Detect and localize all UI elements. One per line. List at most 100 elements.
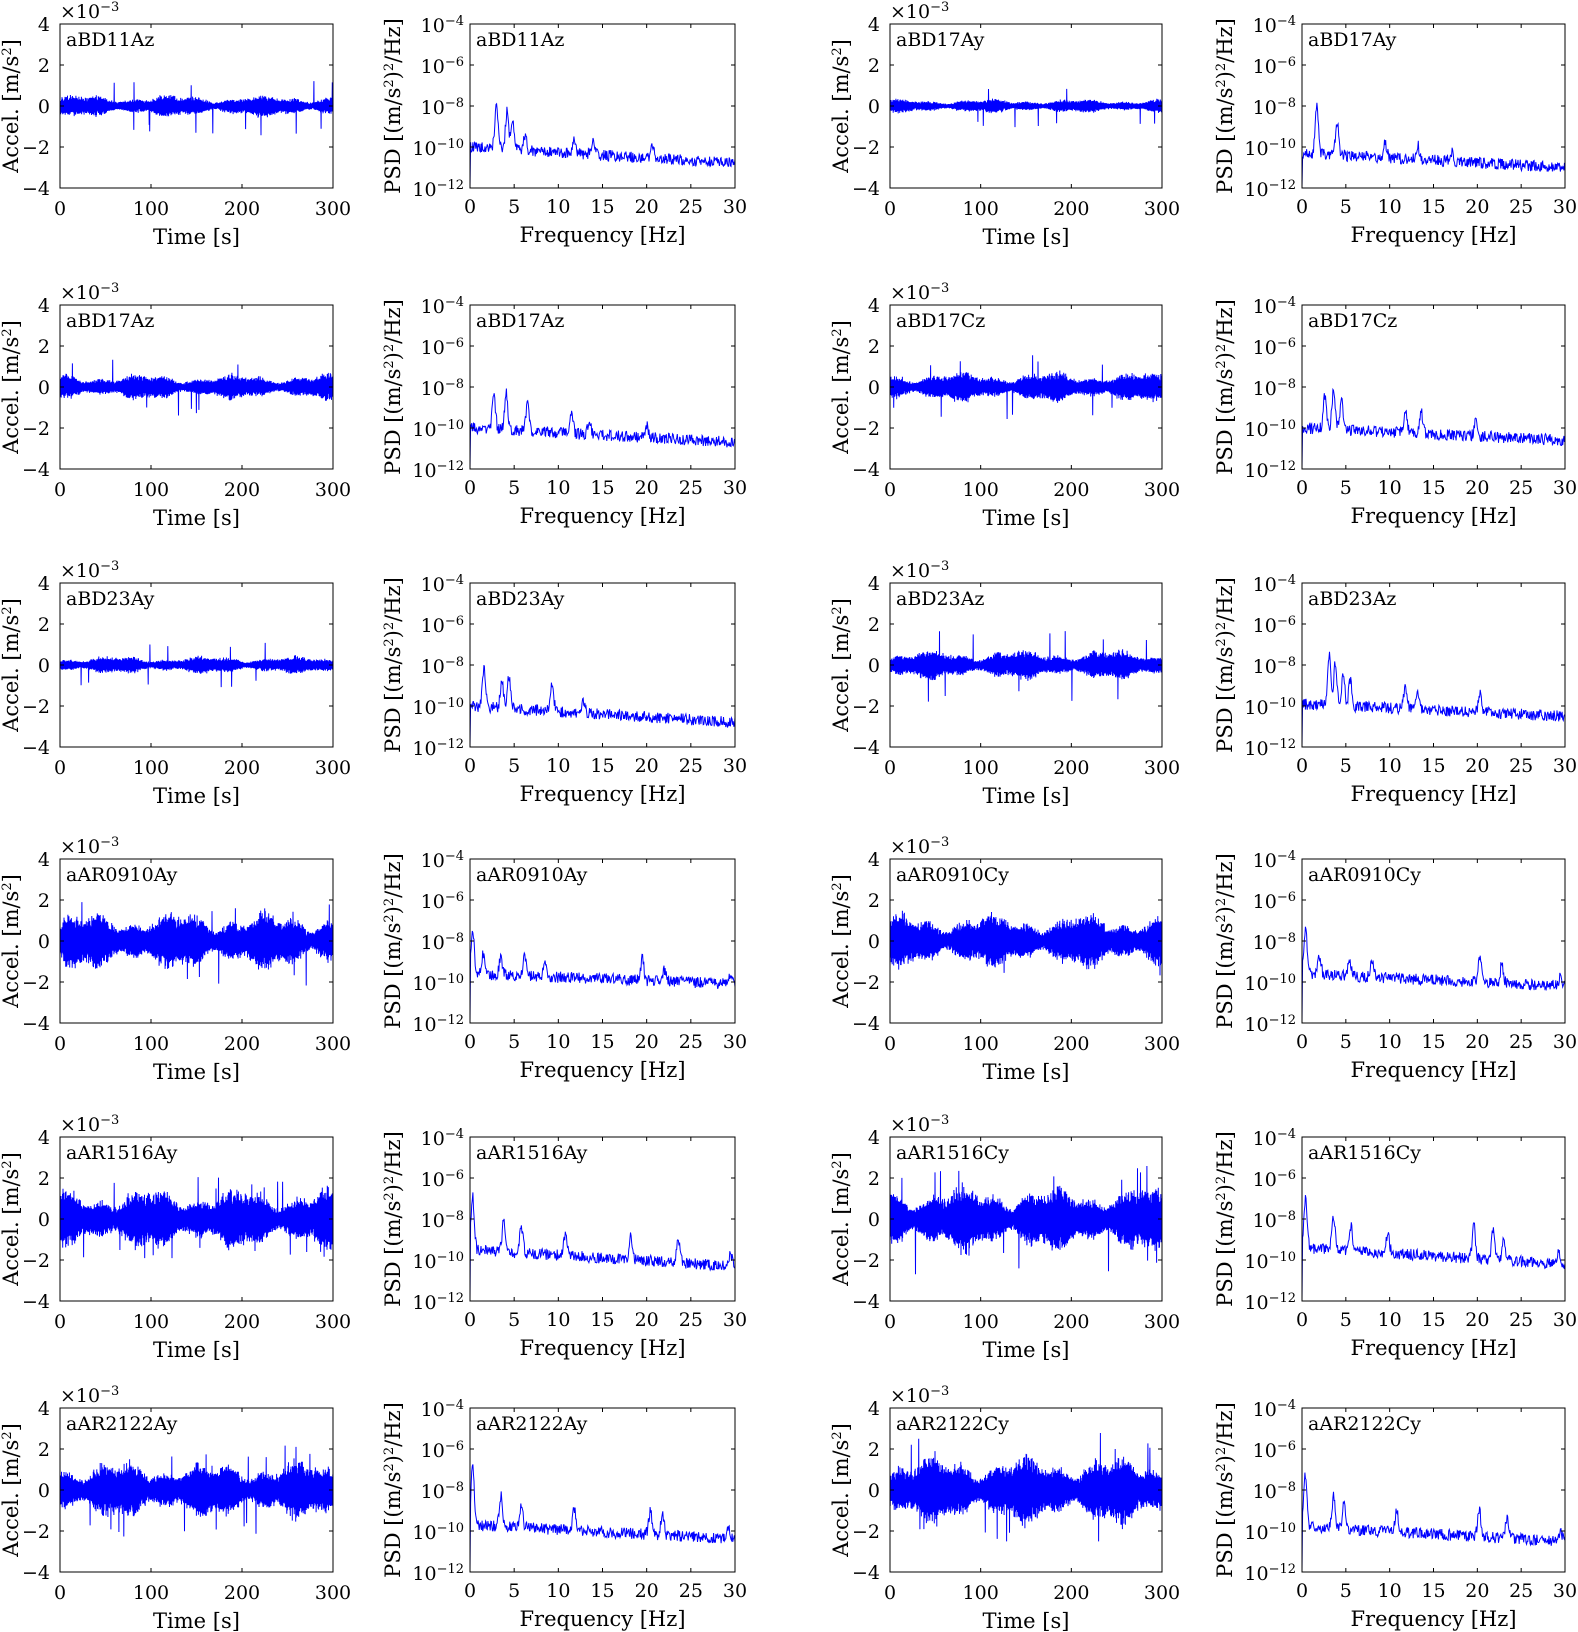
y-tick-label: 10−6 <box>1253 1168 1296 1192</box>
y-multiplier: ×10−3 <box>60 1113 119 1137</box>
y-tick-label: −2 <box>852 972 880 994</box>
series-line-aAR0910Ay <box>60 902 333 985</box>
x-axis-label: Time [s] <box>983 506 1070 530</box>
panel-title: aBD23Az <box>896 588 984 610</box>
x-tick-label: 30 <box>1553 1580 1577 1602</box>
x-tick-label: 30 <box>1553 1031 1577 1053</box>
panel-title: aBD17Cz <box>1308 310 1397 332</box>
x-tick-label: 30 <box>1553 755 1577 777</box>
y-axis-label: Accel. [m/s2] <box>829 874 853 1009</box>
y-multiplier: ×10−3 <box>60 559 119 583</box>
x-tick-label: 15 <box>590 196 614 218</box>
x-tick-label: 0 <box>54 479 66 501</box>
y-axis-label: PSD [(m/s2)2/Hz] <box>381 18 405 194</box>
y-tick-label: 10−12 <box>1244 1013 1296 1037</box>
y-tick-label: 10−12 <box>412 178 464 202</box>
x-tick-label: 300 <box>315 757 351 779</box>
y-tick-label: 10−6 <box>421 1168 464 1192</box>
psd-panel-aBD17Az: 0 5 10 15 20 25 30 10−4 10−6 10−8 10−10 10−12 aBD17A… <box>381 295 747 529</box>
y-tick-label: 10−12 <box>1244 459 1296 483</box>
psd-panel-aAR2122Ay: 0 5 10 15 20 25 30 10−4 10−6 10−8 10−10 10−12 aAR212… <box>381 1398 747 1632</box>
y-tick-label: 2 <box>38 1168 50 1190</box>
panel-title: aAR0910Ay <box>476 864 588 886</box>
x-tick-label: 5 <box>1340 1580 1352 1602</box>
x-tick-label: 200 <box>224 479 260 501</box>
panel-title: aBD11Az <box>66 29 154 51</box>
x-tick-label: 30 <box>723 477 747 499</box>
y-tick-label: −4 <box>22 737 50 759</box>
series-line-aAR1516Cy <box>1302 1195 1565 1300</box>
x-tick-label: 0 <box>464 196 476 218</box>
y-tick-label: −2 <box>852 1521 880 1543</box>
y-tick-label: 10−8 <box>1253 931 1296 955</box>
x-axis-label: Time [s] <box>153 1060 240 1084</box>
series-line-aBD17Cz <box>1302 389 1565 468</box>
x-axis-label: Frequency [Hz] <box>1350 1336 1516 1360</box>
x-axis-label: Time [s] <box>153 1338 240 1362</box>
x-axis-label: Frequency [Hz] <box>519 223 685 247</box>
y-tick-label: 10−8 <box>1253 655 1296 679</box>
x-axis-label: Frequency [Hz] <box>519 1058 685 1082</box>
panel-title: aBD11Az <box>476 29 564 51</box>
x-tick-label: 100 <box>133 757 169 779</box>
x-tick-label: 100 <box>133 479 169 501</box>
series-line-aBD23Ay <box>60 643 333 687</box>
x-tick-label: 0 <box>1296 1580 1308 1602</box>
y-multiplier: ×10−3 <box>890 0 949 23</box>
y-tick-label: 0 <box>38 931 50 953</box>
y-tick-label: 10−12 <box>1244 737 1296 761</box>
y-tick-label: −2 <box>852 696 880 718</box>
y-axis-label: Accel. [m/s2] <box>829 39 853 174</box>
x-tick-label: 200 <box>224 1582 260 1604</box>
x-axis-label: Time [s] <box>983 1609 1070 1632</box>
series-line-aBD17Ay <box>890 89 1162 127</box>
x-tick-label: 200 <box>1053 479 1089 501</box>
x-axis-label: Frequency [Hz] <box>519 1607 685 1631</box>
x-tick-label: 0 <box>1296 755 1308 777</box>
series-line-aAR2122Cy <box>1302 1473 1565 1571</box>
y-tick-label: 10−4 <box>1253 1127 1296 1151</box>
x-tick-label: 0 <box>884 1033 896 1055</box>
y-tick-label: 10−4 <box>1253 1398 1296 1422</box>
x-tick-label: 10 <box>1378 1031 1402 1053</box>
y-tick-label: −4 <box>852 1291 880 1313</box>
y-axis-label: Accel. [m/s2] <box>829 1152 853 1287</box>
y-axis-label: Accel. [m/s2] <box>829 320 853 455</box>
y-tick-label: 4 <box>868 849 880 871</box>
psd-panel-aBD23Az: 0 5 10 15 20 25 30 10−4 10−6 10−8 10−10 10−12 aBD23A… <box>1213 573 1577 807</box>
panel-title: aAR2122Ay <box>476 1413 588 1435</box>
y-multiplier: ×10−3 <box>60 281 119 305</box>
x-tick-label: 25 <box>679 1031 703 1053</box>
y-tick-label: −4 <box>22 459 50 481</box>
x-tick-label: 300 <box>315 1582 351 1604</box>
x-tick-label: 5 <box>508 755 520 777</box>
y-tick-label: 10−8 <box>1253 1480 1296 1504</box>
x-tick-label: 15 <box>1421 1580 1445 1602</box>
time-panel-aBD17Az: 0 100 200 300 4 2 0 −2 −4 ×10−3 aBD17Az Time [s] Acc… <box>0 281 351 531</box>
y-tick-label: 10−8 <box>1253 377 1296 401</box>
x-tick-label: 20 <box>1465 196 1489 218</box>
y-axis-label: PSD [(m/s2)2/Hz] <box>381 299 405 475</box>
y-tick-label: 10−6 <box>421 1439 464 1463</box>
x-tick-label: 0 <box>54 198 66 220</box>
time-panel-aAR0910Ay: 0 100 200 300 4 2 0 −2 −4 ×10−3 aAR0910Ay Time [s] A… <box>0 835 351 1085</box>
x-tick-label: 100 <box>963 757 999 779</box>
x-tick-label: 10 <box>546 1580 570 1602</box>
x-tick-label: 0 <box>884 1311 896 1333</box>
x-axis-label: Frequency [Hz] <box>519 504 685 528</box>
x-axis-label: Time [s] <box>153 1609 240 1632</box>
y-tick-label: 10−10 <box>412 137 464 161</box>
y-tick-label: 10−10 <box>412 1250 464 1274</box>
x-tick-label: 30 <box>1553 477 1577 499</box>
panel-title: aAR0910Cy <box>1308 864 1421 886</box>
x-tick-label: 15 <box>1421 477 1445 499</box>
panel-title: aBD23Az <box>1308 588 1396 610</box>
x-tick-label: 300 <box>1144 479 1180 501</box>
x-tick-label: 0 <box>884 757 896 779</box>
time-panel-aBD23Ay: 0 100 200 300 4 2 0 −2 −4 ×10−3 aBD23Ay Time [s] Acc… <box>0 559 351 809</box>
x-tick-label: 15 <box>590 477 614 499</box>
x-tick-label: 5 <box>508 1580 520 1602</box>
panel-title: aAR1516Cy <box>896 1142 1009 1164</box>
x-tick-label: 0 <box>54 1582 66 1604</box>
y-axis-label: PSD [(m/s2)2/Hz] <box>381 853 405 1029</box>
